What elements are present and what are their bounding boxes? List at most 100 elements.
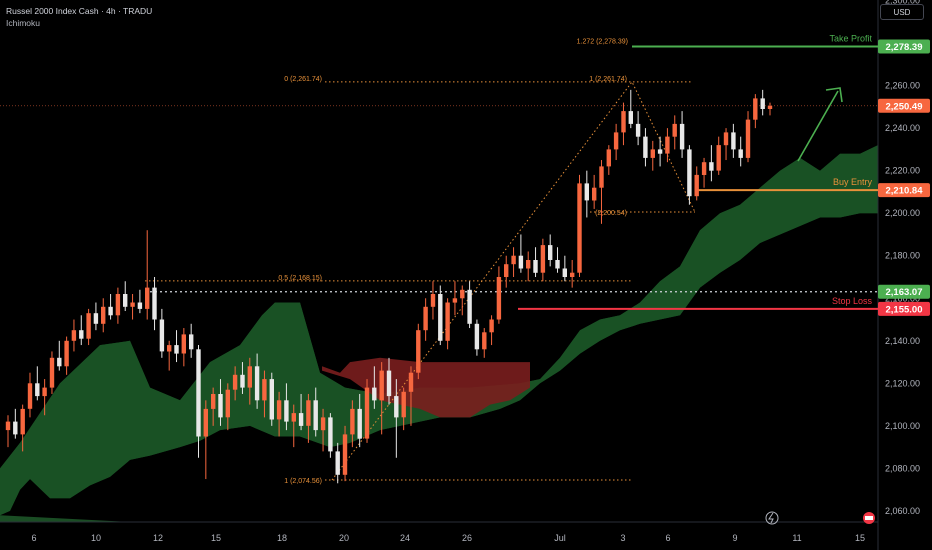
candle-body <box>599 166 604 188</box>
candlestick <box>123 281 128 312</box>
candle-body <box>650 149 655 158</box>
candle-body <box>5 421 11 431</box>
candlestick <box>167 340 172 371</box>
currency-button[interactable]: USD <box>880 4 924 20</box>
candle-body <box>64 340 69 367</box>
candlestick <box>298 393 304 431</box>
y-tick-label: 2,120.00 <box>885 378 920 388</box>
candle-body <box>20 408 25 435</box>
candlestick <box>716 136 721 175</box>
candle-body <box>159 319 165 352</box>
fib-label: 0.5 (2,168.15) <box>278 275 322 282</box>
candle-body <box>167 345 172 352</box>
candlestick <box>731 123 736 158</box>
candlestick <box>665 128 670 163</box>
indicator-label[interactable]: Ichimoku <box>6 18 41 28</box>
candlestick <box>5 415 11 448</box>
y-tick-label: 2,240.00 <box>885 123 920 133</box>
candlestick <box>225 383 230 431</box>
candle-body <box>401 391 406 418</box>
candle-body <box>189 334 194 350</box>
candle-body <box>511 255 516 265</box>
candlestick <box>701 157 707 188</box>
candle-body <box>211 394 216 409</box>
candlestick <box>526 251 531 282</box>
stop-loss-label: Stop Loss <box>832 296 873 306</box>
candle-body <box>613 132 619 150</box>
candle-body <box>145 287 150 309</box>
candle-body <box>71 330 77 341</box>
drawings: Take Profit Buy Entry Stop Loss 1.272 (2,27… <box>145 33 878 485</box>
candle-body <box>320 417 326 431</box>
candle-body <box>672 123 677 137</box>
candle-body <box>745 119 751 158</box>
candlestick <box>489 315 494 346</box>
candlestick <box>42 379 47 416</box>
candlestick <box>247 357 252 405</box>
candlestick <box>57 340 62 371</box>
candles <box>5 89 773 484</box>
candle-body <box>174 345 179 354</box>
x-tick-label: 20 <box>339 533 349 543</box>
price-badge <box>878 284 930 299</box>
candlestick <box>679 111 685 158</box>
candlestick <box>562 255 567 282</box>
price-badge-label: 2,250.49 <box>886 101 923 112</box>
candlestick <box>372 366 377 409</box>
candle-body <box>115 294 121 316</box>
fib-label: (2,200.54) <box>595 210 627 217</box>
candle-body <box>240 374 245 388</box>
candle-body <box>86 313 91 339</box>
candle-body <box>723 132 729 146</box>
candle-body <box>357 408 362 439</box>
fib-label: 0 (2,261.74) <box>284 76 322 83</box>
candle-body <box>79 330 84 339</box>
candle-body <box>181 334 186 354</box>
candlestick <box>196 345 201 458</box>
candle-body <box>606 149 611 167</box>
candle-body <box>350 408 355 435</box>
instrument-title[interactable]: Russel 2000 Index Cash · 4h · TRADU <box>6 6 153 16</box>
candlestick <box>511 247 516 277</box>
candlestick <box>20 404 25 452</box>
candlestick <box>672 115 677 150</box>
y-tick-label: 2,300.00 <box>885 0 920 6</box>
candlestick <box>570 259 575 288</box>
candlestick <box>203 400 208 480</box>
candle-body <box>364 387 370 439</box>
y-tick-label: 2,200.00 <box>885 208 920 218</box>
candlestick <box>592 174 597 209</box>
candlestick <box>540 238 546 282</box>
candle-body <box>526 260 531 269</box>
candlestick <box>452 281 458 316</box>
x-tick-label: 3 <box>620 533 625 543</box>
candlestick <box>137 289 143 314</box>
candle-body <box>35 383 40 397</box>
candlestick <box>687 145 692 205</box>
x-tick-label: 15 <box>855 533 865 543</box>
candle-body <box>482 332 487 350</box>
candle-body <box>232 374 238 390</box>
candlestick <box>416 323 421 380</box>
price-badge <box>878 301 930 316</box>
candlestick <box>27 372 33 418</box>
candlestick <box>753 94 758 129</box>
candlestick <box>269 372 274 426</box>
candle-body <box>452 298 458 303</box>
candlestick <box>313 387 318 437</box>
price-badge <box>878 98 930 113</box>
take-profit-label: Take Profit <box>829 33 872 43</box>
candle-body <box>584 183 589 201</box>
candle-body <box>518 255 524 269</box>
candle-body <box>474 323 480 350</box>
candlestick <box>79 315 84 346</box>
candlestick <box>64 336 69 375</box>
y-tick-label: 2,140.00 <box>885 336 920 346</box>
candle-body <box>306 400 311 426</box>
candlestick <box>474 319 480 356</box>
candlestick <box>555 247 560 273</box>
candle-body <box>386 370 392 397</box>
candlestick <box>320 408 326 452</box>
candle-body <box>621 111 626 133</box>
